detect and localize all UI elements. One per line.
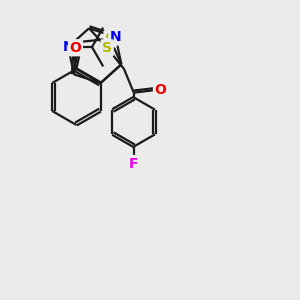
Text: F: F	[129, 157, 139, 170]
Text: O: O	[70, 41, 81, 55]
Text: N: N	[110, 30, 122, 44]
Text: N: N	[62, 40, 74, 54]
Text: O: O	[154, 83, 166, 97]
Text: S: S	[105, 32, 115, 46]
Text: S: S	[102, 41, 112, 55]
